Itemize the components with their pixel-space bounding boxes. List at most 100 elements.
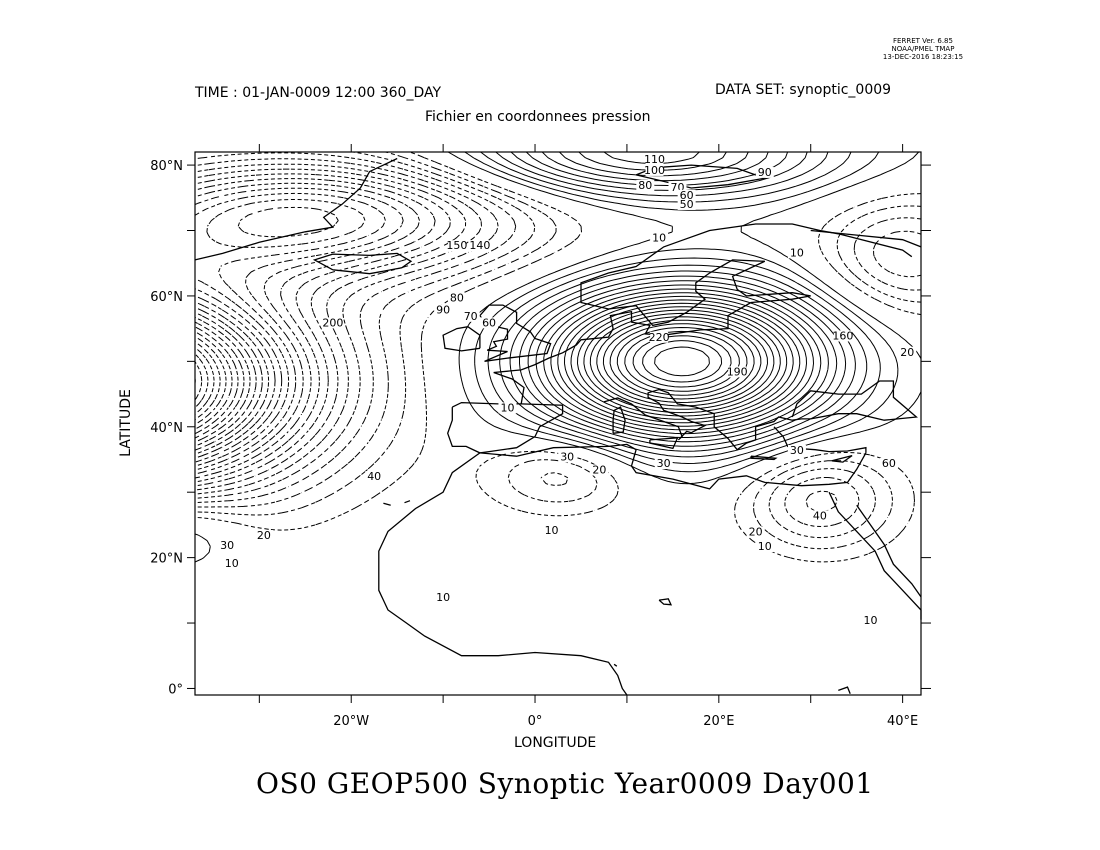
contour-negative xyxy=(194,336,227,426)
stamp-line-3: 13-DEC-2016 18:23:15 xyxy=(882,53,964,61)
contour-positive xyxy=(557,295,807,427)
contour-negative xyxy=(194,316,251,443)
contour-label: 40 xyxy=(367,470,381,483)
coastline xyxy=(773,426,867,453)
coastline xyxy=(649,437,679,450)
contour-label-bg xyxy=(787,247,806,259)
contour-negative xyxy=(194,151,922,550)
contour-negative xyxy=(194,341,221,421)
contour-positive xyxy=(564,299,801,424)
contour-positive xyxy=(577,306,788,417)
contour-label: 90 xyxy=(758,166,772,179)
plot-subtitle: Fichier en coordonnees pression xyxy=(425,109,651,125)
contour-positive xyxy=(583,309,781,414)
y-tick-label: 80°N xyxy=(150,159,183,174)
x-axis-label: LONGITUDE xyxy=(514,735,597,751)
contour-negative xyxy=(194,152,922,527)
axis-ticks xyxy=(187,144,931,703)
contour-label: 150 xyxy=(446,239,467,252)
x-tick-label: 40°E xyxy=(887,714,918,729)
contour-label-bg xyxy=(645,153,664,165)
software-stamp: FERRET Ver. 6.85 NOAA/PMEL TMAP 13-DEC-2… xyxy=(868,37,978,61)
contour-positive xyxy=(616,327,748,396)
contour-label: 10 xyxy=(863,614,877,627)
contour-positive xyxy=(194,151,922,563)
contour-label: 60 xyxy=(882,457,896,470)
contour-label-bg xyxy=(645,164,664,176)
y-axis-label: LATITUDE xyxy=(117,389,134,457)
contour-label-bg xyxy=(833,330,852,342)
contour-label: 90 xyxy=(436,303,450,316)
contour-negative xyxy=(194,295,276,459)
contour-label-bg xyxy=(222,558,241,570)
contour-positive xyxy=(543,151,822,435)
y-tick-label: 0° xyxy=(168,682,183,697)
contour-negative xyxy=(194,182,420,479)
contour-negative xyxy=(194,306,263,451)
contour-label-bg xyxy=(542,524,561,536)
coastline xyxy=(479,304,552,362)
coastline xyxy=(479,443,867,490)
coastline xyxy=(383,502,391,506)
coastline xyxy=(831,454,853,463)
contour-label: 50 xyxy=(680,198,694,211)
contour-label-bg xyxy=(480,317,499,329)
contour-label-bg xyxy=(898,346,917,358)
stamp-line-2: NOAA/PMEL TMAP xyxy=(891,45,955,53)
contour-label: 200 xyxy=(322,316,343,329)
contour-label: 60 xyxy=(482,316,496,329)
contour-negative xyxy=(194,163,482,495)
contour-label: 70 xyxy=(464,310,478,323)
contour-label: 80 xyxy=(450,292,464,305)
contour-label-bg xyxy=(365,471,384,483)
contour-negative xyxy=(194,173,451,487)
contour-negative xyxy=(194,312,257,447)
contour-label: 40 xyxy=(813,509,827,522)
contour-label: 10 xyxy=(758,540,772,553)
y-tick-label: 20°N xyxy=(150,552,183,567)
y-tick-label: 40°N xyxy=(150,421,183,436)
contour-negative xyxy=(194,158,838,513)
contour-positive xyxy=(527,151,838,443)
contour-label: 60 xyxy=(680,189,694,202)
contour-label-bg xyxy=(677,189,696,201)
coastline xyxy=(856,504,922,598)
contour-negative xyxy=(194,346,215,415)
contour-negative xyxy=(194,178,436,483)
contour-label: 30 xyxy=(790,444,804,457)
contour-negative xyxy=(194,192,386,471)
contour-label: 220 xyxy=(649,331,670,344)
contour-label-bg xyxy=(447,240,466,252)
plot-frame xyxy=(194,151,922,696)
axis-tick-labels: 20°W 0° 20°E 40°E 0° 20°N 40°N 60°N 80°N xyxy=(150,159,918,729)
contour-label: 10 xyxy=(790,246,804,259)
contour-label-bg xyxy=(434,304,453,316)
coastline xyxy=(750,455,778,461)
coastline xyxy=(828,491,922,620)
contour-negative xyxy=(194,331,233,430)
contour-label: 80 xyxy=(638,179,652,192)
contour-label-bg xyxy=(590,464,609,476)
coastlines xyxy=(194,157,922,696)
contour-positive xyxy=(654,346,710,377)
coastline xyxy=(810,229,922,248)
coastline xyxy=(613,663,618,667)
contour-label-bg xyxy=(879,458,898,470)
contour-label-bg xyxy=(498,402,517,414)
contour-label: 190 xyxy=(727,365,748,378)
coastline xyxy=(378,452,628,696)
contour-positive xyxy=(602,319,762,403)
contour-label-bg xyxy=(636,179,655,191)
contour-label: 10 xyxy=(652,231,666,244)
contour-label: 20 xyxy=(749,526,763,539)
contour-negative xyxy=(194,353,209,409)
contour-label-bg xyxy=(558,451,577,463)
contour-label-bg xyxy=(470,240,489,252)
contour-label-bg xyxy=(434,592,453,604)
contour-label: 160 xyxy=(832,329,853,342)
contour-label-bg xyxy=(677,198,696,210)
contour-label-bg xyxy=(746,526,765,538)
contour-negative xyxy=(194,168,467,491)
